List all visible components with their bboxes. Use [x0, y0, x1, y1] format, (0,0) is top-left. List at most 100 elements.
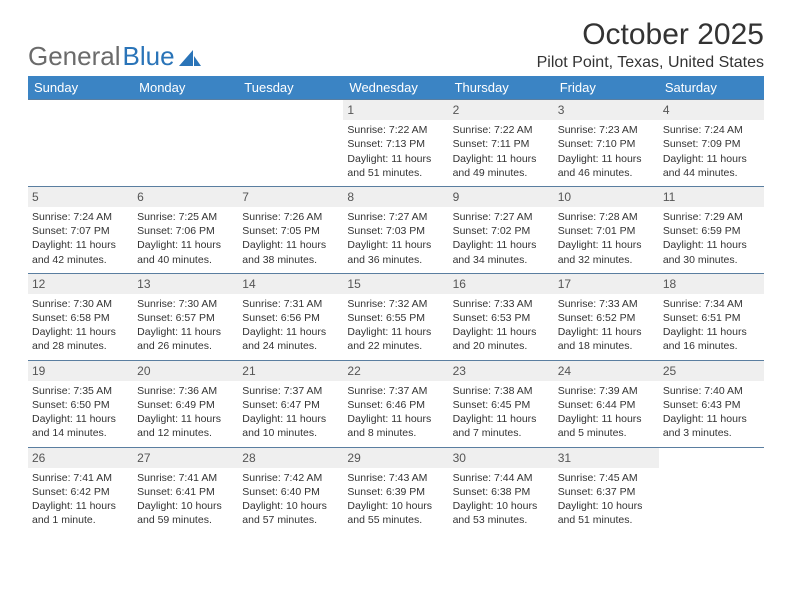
brand-part2: Blue [123, 41, 175, 72]
calendar-cell: 7 Sunrise: 7:26 AMSunset: 7:05 PMDaylight… [238, 186, 343, 273]
day-details: Sunrise: 7:31 AMSunset: 6:56 PMDaylight:… [242, 297, 339, 354]
calendar-cell: 21Sunrise: 7:37 AMSunset: 6:47 PMDayligh… [238, 360, 343, 447]
day-number: 16 [449, 274, 554, 294]
calendar-cell: 17 Sunrise: 7:33 AMSunset: 6:52 PMDayligh… [554, 273, 659, 360]
calendar-cell: 29 Sunrise: 7:43 AMSunset: 6:39 PMDayligh… [343, 447, 448, 533]
day-number: 4 [659, 100, 764, 120]
day-number: 30 [449, 448, 554, 468]
brand-logo: GeneralBlue [28, 41, 201, 72]
day-details: Sunrise: 7:24 AMSunset: 7:09 PMDaylight:… [663, 123, 760, 180]
day-details: Sunrise: 7:39 AMSunset: 6:44 PMDaylight:… [558, 384, 655, 441]
day-number: 24 [554, 361, 659, 381]
day-number: 17 [554, 274, 659, 294]
day-details: Sunrise: 7:36 AMSunset: 6:49 PMDaylight:… [137, 384, 234, 441]
calendar-cell: 9 Sunrise: 7:27 AMSunset: 7:02 PMDaylight… [449, 186, 554, 273]
day-number: 10 [554, 187, 659, 207]
weekday-header: Saturday [659, 76, 764, 100]
weekday-header: Monday [133, 76, 238, 100]
day-details: Sunrise: 7:26 AMSunset: 7:05 PMDaylight:… [242, 210, 339, 267]
day-number: 26 [28, 448, 133, 468]
day-number: 15 [343, 274, 448, 294]
calendar-cell: 4 Sunrise: 7:24 AMSunset: 7:09 PMDaylight… [659, 100, 764, 187]
day-details: Sunrise: 7:37 AMSunset: 6:47 PMDaylight:… [242, 384, 339, 441]
day-number: 5 [28, 187, 133, 207]
month-title: October 2025 [537, 18, 764, 52]
day-details: Sunrise: 7:30 AMSunset: 6:57 PMDaylight:… [137, 297, 234, 354]
day-details: Sunrise: 7:30 AMSunset: 6:58 PMDaylight:… [32, 297, 129, 354]
calendar-cell [659, 447, 764, 533]
brand-part1: General [28, 41, 121, 72]
day-details: Sunrise: 7:42 AMSunset: 6:40 PMDaylight:… [242, 471, 339, 528]
weekday-header: Sunday [28, 76, 133, 100]
day-number: 31 [554, 448, 659, 468]
calendar-cell: 15 Sunrise: 7:32 AMSunset: 6:55 PMDayligh… [343, 273, 448, 360]
calendar-row: 5 Sunrise: 7:24 AMSunset: 7:07 PMDaylight… [28, 186, 764, 273]
day-number: 2 [449, 100, 554, 120]
weekday-header: Wednesday [343, 76, 448, 100]
day-details: Sunrise: 7:35 AMSunset: 6:50 PMDaylight:… [32, 384, 129, 441]
calendar-cell: 12 Sunrise: 7:30 AMSunset: 6:58 PMDayligh… [28, 273, 133, 360]
calendar-cell [28, 100, 133, 187]
day-number: 22 [343, 361, 448, 381]
calendar-cell: 31 Sunrise: 7:45 AMSunset: 6:37 PMDayligh… [554, 447, 659, 533]
calendar-cell: 8Sunrise: 7:27 AMSunset: 7:03 PMDaylight… [343, 186, 448, 273]
day-details: Sunrise: 7:25 AMSunset: 7:06 PMDaylight:… [137, 210, 234, 267]
calendar-row: 12 Sunrise: 7:30 AMSunset: 6:58 PMDayligh… [28, 273, 764, 360]
day-details: Sunrise: 7:24 AMSunset: 7:07 PMDaylight:… [32, 210, 129, 267]
calendar-cell: 18Sunrise: 7:34 AMSunset: 6:51 PMDayligh… [659, 273, 764, 360]
day-details: Sunrise: 7:27 AMSunset: 7:03 PMDaylight:… [347, 210, 444, 267]
calendar-cell: 20 Sunrise: 7:36 AMSunset: 6:49 PMDayligh… [133, 360, 238, 447]
day-number: 12 [28, 274, 133, 294]
calendar-cell: 14 Sunrise: 7:31 AMSunset: 6:56 PMDayligh… [238, 273, 343, 360]
calendar-cell: 10 Sunrise: 7:28 AMSunset: 7:01 PMDayligh… [554, 186, 659, 273]
calendar-cell: 1Sunrise: 7:22 AMSunset: 7:13 PMDaylight… [343, 100, 448, 187]
weekday-header: Tuesday [238, 76, 343, 100]
day-details: Sunrise: 7:33 AMSunset: 6:53 PMDaylight:… [453, 297, 550, 354]
calendar-cell: 5 Sunrise: 7:24 AMSunset: 7:07 PMDaylight… [28, 186, 133, 273]
weekday-header-row: Sunday Monday Tuesday Wednesday Thursday… [28, 76, 764, 100]
day-number: 13 [133, 274, 238, 294]
day-details: Sunrise: 7:29 AMSunset: 6:59 PMDaylight:… [663, 210, 760, 267]
calendar-cell: 16 Sunrise: 7:33 AMSunset: 6:53 PMDayligh… [449, 273, 554, 360]
day-number: 6 [133, 187, 238, 207]
day-number: 14 [238, 274, 343, 294]
day-details: Sunrise: 7:28 AMSunset: 7:01 PMDaylight:… [558, 210, 655, 267]
calendar-cell [133, 100, 238, 187]
location-label: Pilot Point, Texas, United States [537, 54, 764, 72]
calendar-cell: 27Sunrise: 7:41 AMSunset: 6:41 PMDayligh… [133, 447, 238, 533]
day-details: Sunrise: 7:37 AMSunset: 6:46 PMDaylight:… [347, 384, 444, 441]
title-block: October 2025 Pilot Point, Texas, United … [537, 18, 764, 72]
weekday-header: Thursday [449, 76, 554, 100]
logo-sail-icon [179, 50, 201, 66]
calendar-cell: 11Sunrise: 7:29 AMSunset: 6:59 PMDayligh… [659, 186, 764, 273]
day-number: 18 [659, 274, 764, 294]
day-details: Sunrise: 7:33 AMSunset: 6:52 PMDaylight:… [558, 297, 655, 354]
day-number: 9 [449, 187, 554, 207]
day-details: Sunrise: 7:41 AMSunset: 6:42 PMDaylight:… [32, 471, 129, 528]
calendar-row: 26 Sunrise: 7:41 AMSunset: 6:42 PMDayligh… [28, 447, 764, 533]
day-details: Sunrise: 7:44 AMSunset: 6:38 PMDaylight:… [453, 471, 550, 528]
day-number: 7 [238, 187, 343, 207]
calendar-cell [238, 100, 343, 187]
day-details: Sunrise: 7:22 AMSunset: 7:13 PMDaylight:… [347, 123, 444, 180]
calendar-cell: 3 Sunrise: 7:23 AMSunset: 7:10 PMDaylight… [554, 100, 659, 187]
calendar-cell: 30 Sunrise: 7:44 AMSunset: 6:38 PMDayligh… [449, 447, 554, 533]
day-number: 3 [554, 100, 659, 120]
calendar-table: Sunday Monday Tuesday Wednesday Thursday… [28, 76, 764, 533]
calendar-cell: 19 Sunrise: 7:35 AMSunset: 6:50 PMDayligh… [28, 360, 133, 447]
day-number: 20 [133, 361, 238, 381]
page-header: GeneralBlue October 2025 Pilot Point, Te… [28, 18, 764, 72]
day-number: 27 [133, 448, 238, 468]
day-number: 29 [343, 448, 448, 468]
day-number: 23 [449, 361, 554, 381]
calendar-row: 19 Sunrise: 7:35 AMSunset: 6:50 PMDayligh… [28, 360, 764, 447]
day-details: Sunrise: 7:45 AMSunset: 6:37 PMDaylight:… [558, 471, 655, 528]
weekday-header: Friday [554, 76, 659, 100]
day-details: Sunrise: 7:23 AMSunset: 7:10 PMDaylight:… [558, 123, 655, 180]
day-details: Sunrise: 7:32 AMSunset: 6:55 PMDaylight:… [347, 297, 444, 354]
day-details: Sunrise: 7:27 AMSunset: 7:02 PMDaylight:… [453, 210, 550, 267]
day-details: Sunrise: 7:43 AMSunset: 6:39 PMDaylight:… [347, 471, 444, 528]
calendar-cell: 2 Sunrise: 7:22 AMSunset: 7:11 PMDaylight… [449, 100, 554, 187]
day-details: Sunrise: 7:22 AMSunset: 7:11 PMDaylight:… [453, 123, 550, 180]
day-number: 19 [28, 361, 133, 381]
